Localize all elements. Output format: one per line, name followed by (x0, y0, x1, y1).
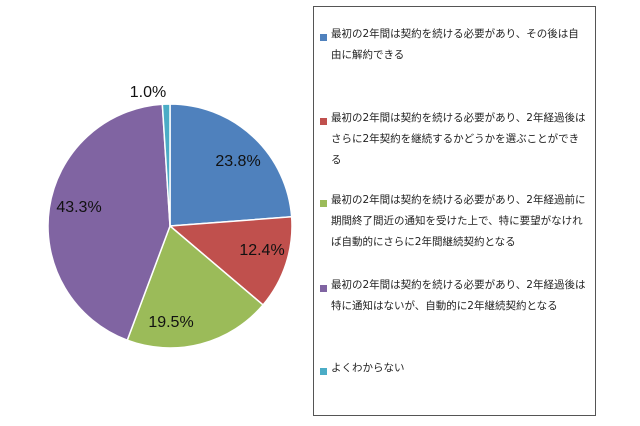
slice-value-label: 43.3% (56, 199, 101, 216)
slice-value-label: 23.8% (215, 153, 260, 170)
legend-label: 最初の2年間は契約を続ける必要があり、2年経過前に期間終了間近の通知を受けた上で… (331, 194, 586, 248)
legend: 最初の2年間は契約を続ける必要があり、その後は自由に解約できる 最初の2年間は契… (313, 6, 596, 416)
legend-item: 最初の2年間は契約を続ける必要があり、その後は自由に解約できる (320, 28, 588, 66)
legend-label: よくわからない (331, 362, 405, 374)
legend-item: 最初の2年間は契約を続ける必要があり、2年経過後は特に通知はないが、自動的に2年… (320, 279, 588, 317)
legend-swatch (320, 200, 327, 207)
pie-slice (168, 216, 293, 306)
legend-swatch (320, 368, 327, 375)
slice-value-label: 19.5% (148, 314, 193, 331)
legend-swatch (320, 34, 327, 41)
pie-chart: 23.8% 12.4% 19.5% 43.3% 1.0% (47, 84, 293, 349)
pie-slice (161, 103, 171, 227)
legend-label: 最初の2年間は契約を続ける必要があり、2年経過後は特に通知はないが、自動的に2年… (331, 279, 586, 312)
legend-item: 最初の2年間は契約を続ける必要があり、2年経過前に期間終了間近の通知を受けた上で… (320, 194, 588, 253)
slice-value-label: 1.0% (130, 84, 166, 101)
legend-label: 最初の2年間は契約を続ける必要があり、2年経過後はさらに2年契約を継続するかどう… (331, 112, 586, 166)
legend-label: 最初の2年間は契約を続ける必要があり、その後は自由に解約できる (331, 28, 579, 61)
legend-item: 最初の2年間は契約を続ける必要があり、2年経過後はさらに2年契約を継続するかどう… (320, 112, 588, 171)
pie-slice (126, 224, 265, 349)
pie-slice (169, 103, 293, 227)
legend-item: よくわからない (320, 362, 588, 379)
legend-swatch (320, 285, 327, 292)
pie-slice (47, 103, 171, 342)
legend-swatch (320, 118, 327, 125)
slice-value-label: 12.4% (239, 242, 284, 259)
